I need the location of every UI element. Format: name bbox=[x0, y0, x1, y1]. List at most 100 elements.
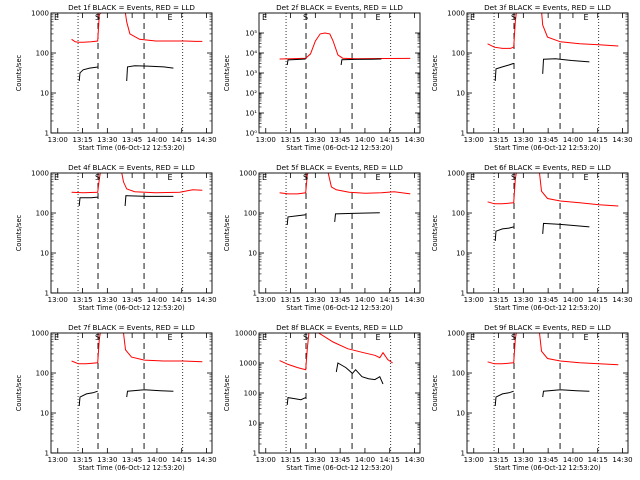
det-1f-xtick-label-0: 13:00 bbox=[48, 136, 68, 144]
det-6f-chart: Det 6f BLACK = Events, RED = LLD 1 10 100 10… bbox=[431, 163, 633, 312]
det-1f-xtick-label-3: 13:45 bbox=[122, 136, 142, 144]
det-5f-xtick-label-0: 13:00 bbox=[256, 296, 276, 304]
det-2f-ytick-label-5: 10⁵ bbox=[245, 30, 257, 38]
det-2f-xtick-label-6: 14:30 bbox=[404, 136, 424, 144]
det-2f-marker-e2: E bbox=[375, 13, 380, 22]
det-9f-xtick-label-1: 13:15 bbox=[488, 456, 508, 464]
det-3f-series-1-segment-1 bbox=[542, 58, 590, 74]
det-8f-series-0-segment-0 bbox=[279, 333, 310, 371]
det-3f-chart: Det 3f BLACK = Events, RED = LLD 1 10 100 10… bbox=[431, 3, 633, 152]
det-6f-title: Det 6f BLACK = Events, RED = LLD bbox=[484, 163, 611, 172]
det-3f-ylabel: Counts/sec bbox=[431, 54, 439, 91]
det-2f-xtick-label-3: 13:45 bbox=[330, 136, 350, 144]
det-9f-marker-e1: E bbox=[470, 333, 475, 342]
det-7f-series-1-segment-1 bbox=[126, 389, 174, 398]
det-1f-xtick-label-1: 13:15 bbox=[72, 136, 92, 144]
det-7f-marker-s: S bbox=[95, 333, 100, 342]
det-4f-marker-e1: E bbox=[54, 173, 59, 182]
det-3f-ytick-label-2: 100 bbox=[452, 50, 465, 58]
det-4f-series-0-segment-1 bbox=[121, 173, 203, 194]
det-9f-xlabel: Start Time (06-Oct-12 12:53:20) bbox=[494, 464, 600, 472]
det-3f-xtick-label-1: 13:15 bbox=[488, 136, 508, 144]
det-6f-xtick-label-1: 13:15 bbox=[488, 296, 508, 304]
det-2f-series-0-segment-0 bbox=[279, 32, 411, 60]
det-9f-plot-frame bbox=[466, 332, 629, 454]
det-6f-plot-frame bbox=[466, 172, 629, 294]
det-4f-ytick-label-3: 1000 bbox=[31, 170, 49, 178]
det-8f-xtick-label-5: 14:15 bbox=[380, 456, 400, 464]
det-8f-series-0-segment-1 bbox=[318, 333, 393, 364]
det-5f-xtick-label-5: 14:15 bbox=[380, 296, 400, 304]
det-2f-xtick-label-2: 13:30 bbox=[305, 136, 325, 144]
det-1f-ytick-label-1: 10 bbox=[40, 90, 49, 98]
det-2f-xtick-label-0: 13:00 bbox=[256, 136, 276, 144]
det-7f-title: Det 7f BLACK = Events, RED = LLD bbox=[68, 323, 195, 332]
det-9f-xtick-label-6: 14:30 bbox=[612, 456, 632, 464]
det-4f-chart: Det 4f BLACK = Events, RED = LLD 1 10 100 10… bbox=[15, 163, 217, 312]
det-7f-xtick-label-4: 14:00 bbox=[147, 456, 167, 464]
det-5f-series-0-segment-0 bbox=[279, 173, 309, 195]
det-2f-ytick-label-1: 10¹ bbox=[245, 110, 257, 118]
det-6f-ytick-label-3: 1000 bbox=[447, 170, 465, 178]
det-4f-xtick-label-3: 13:45 bbox=[122, 296, 142, 304]
det-8f-xtick-label-4: 14:00 bbox=[355, 456, 375, 464]
det-2f-series-1-segment-1 bbox=[340, 58, 382, 66]
det-5f-xtick-label-4: 14:00 bbox=[355, 296, 375, 304]
det-2f-chart: Det 2f BLACK = Events, RED = LLD 10⁰ 10¹ 10… bbox=[223, 3, 425, 152]
det-8f-series-1-segment-1 bbox=[335, 362, 384, 385]
det-7f-marker-e2: E bbox=[167, 333, 172, 342]
det-2f-xlabel: Start Time (06-Oct-12 12:53:20) bbox=[286, 144, 392, 152]
det-5f-chart: Det 5f BLACK = Events, RED = LLD 1 10 100 10… bbox=[223, 163, 425, 312]
det-6f-ytick-label-0: 1 bbox=[461, 290, 465, 298]
det-7f-plot-frame bbox=[50, 332, 213, 454]
det-3f-title: Det 3f BLACK = Events, RED = LLD bbox=[484, 3, 611, 12]
det-4f-title: Det 4f BLACK = Events, RED = LLD bbox=[68, 163, 195, 172]
det-3f-ytick-label-3: 1000 bbox=[447, 10, 465, 18]
det-1f-ytick-label-3: 1000 bbox=[31, 10, 49, 18]
det-8f-ylabel: Counts/sec bbox=[223, 374, 231, 411]
det-7f-chart: Det 7f BLACK = Events, RED = LLD 1 10 100 10… bbox=[15, 323, 217, 472]
det-8f-marker-e1: E bbox=[262, 333, 267, 342]
det-4f-series-1-segment-1 bbox=[124, 195, 174, 207]
det-9f-title: Det 9f BLACK = Events, RED = LLD bbox=[484, 323, 611, 332]
det-7f-xtick-label-6: 14:30 bbox=[196, 456, 216, 464]
det-4f-series-0-segment-0 bbox=[71, 173, 101, 194]
det-5f-ytick-label-3: 1000 bbox=[239, 170, 257, 178]
det-3f-series-1-segment-0 bbox=[494, 62, 514, 82]
det-9f-ylabel: Counts/sec bbox=[431, 374, 439, 411]
det-4f-series-1-segment-0 bbox=[78, 196, 98, 207]
det-5f-xtick-label-2: 13:30 bbox=[305, 296, 325, 304]
det-3f-xtick-label-3: 13:45 bbox=[538, 136, 558, 144]
det-4f-ytick-label-0: 1 bbox=[45, 290, 49, 298]
det-6f-ylabel: Counts/sec bbox=[431, 214, 439, 251]
det-3f-ytick-label-0: 1 bbox=[461, 130, 465, 138]
det-2f-plot-frame bbox=[258, 12, 421, 134]
det-1f-marker-e1: E bbox=[54, 13, 59, 22]
det-8f-xtick-label-3: 13:45 bbox=[330, 456, 350, 464]
det-2f-ytick-label-4: 10⁴ bbox=[245, 50, 257, 58]
det-8f-ytick-label-2: 100 bbox=[244, 390, 257, 398]
det-6f-marker-e2: E bbox=[583, 173, 588, 182]
det-4f-marker-e2: E bbox=[167, 173, 172, 182]
det-1f-xtick-label-2: 13:30 bbox=[97, 136, 117, 144]
det-5f-series-1-segment-1 bbox=[334, 212, 380, 222]
det-3f-marker-s: S bbox=[511, 13, 516, 22]
det-5f-xtick-label-6: 14:30 bbox=[404, 296, 424, 304]
det-4f-xlabel: Start Time (06-Oct-12 12:53:20) bbox=[78, 304, 184, 312]
det-7f-ytick-label-0: 1 bbox=[45, 450, 49, 458]
det-1f-title: Det 1f BLACK = Events, RED = LLD bbox=[68, 3, 195, 12]
det-5f-ytick-label-0: 1 bbox=[253, 290, 257, 298]
det-1f-chart: Det 1f BLACK = Events, RED = LLD 1 10 100 10… bbox=[15, 3, 217, 152]
det-9f-xtick-label-4: 14:00 bbox=[563, 456, 583, 464]
det-3f-series-0-segment-0 bbox=[487, 13, 517, 49]
det-5f-xtick-label-1: 13:15 bbox=[280, 296, 300, 304]
det-7f-xtick-label-1: 13:15 bbox=[72, 456, 92, 464]
det-9f-series-0-segment-0 bbox=[487, 333, 517, 365]
det-4f-xtick-label-5: 14:15 bbox=[172, 296, 192, 304]
det-9f-series-0-segment-1 bbox=[539, 333, 619, 366]
det-2f-xtick-label-5: 14:15 bbox=[380, 136, 400, 144]
det-7f-xtick-label-0: 13:00 bbox=[48, 456, 68, 464]
det-6f-xtick-label-6: 14:30 bbox=[612, 296, 632, 304]
det-7f-xtick-label-2: 13:30 bbox=[97, 456, 117, 464]
